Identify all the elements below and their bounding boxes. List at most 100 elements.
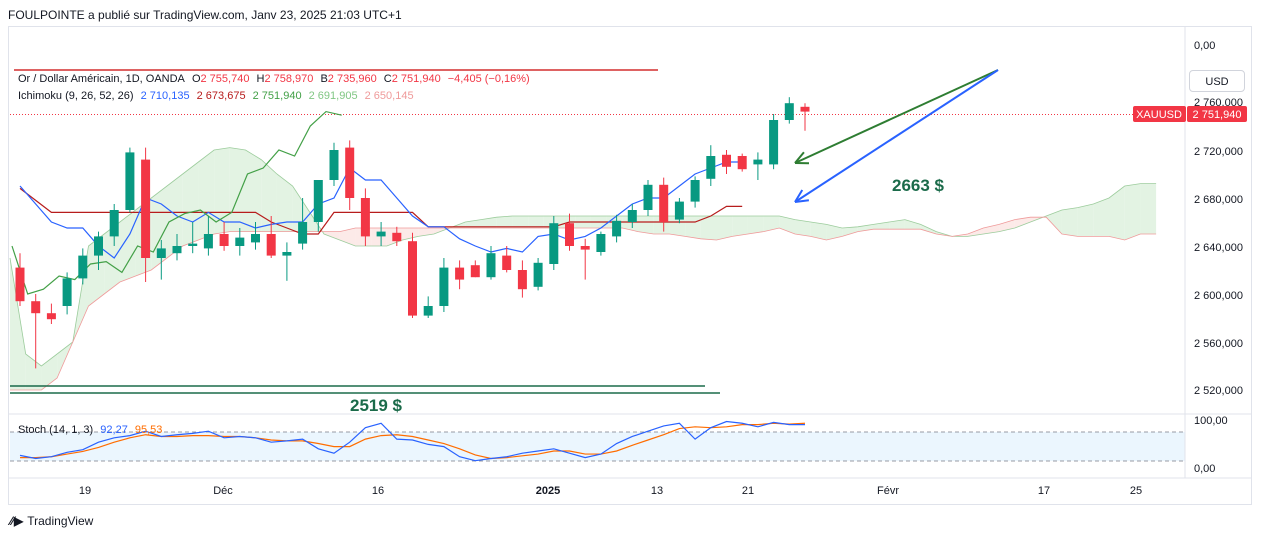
- candle-body: [31, 301, 41, 314]
- currency-button[interactable]: USD: [1189, 70, 1245, 92]
- candle-body: [753, 159, 763, 165]
- time-tick-label: 13: [651, 485, 663, 497]
- cloud-segment: [669, 216, 686, 237]
- legend-stoch: Stoch (14, 1, 3) 92,27 95,53: [18, 424, 166, 436]
- candle-body: [423, 306, 433, 316]
- cloud-segment: [1093, 198, 1109, 237]
- close-label: C: [383, 73, 392, 85]
- low-label: B: [320, 73, 328, 85]
- candle-body: [502, 255, 512, 270]
- candle-body: [94, 236, 103, 256]
- legend-ichimoku: Ichimoku (9, 26, 52, 26) 2 710,135 2 673…: [18, 90, 418, 102]
- candle-body: [659, 184, 669, 222]
- cloud-segment: [261, 159, 277, 232]
- tenkan-line: [19, 161, 743, 259]
- stoch-tick-label: 100,00: [1194, 415, 1228, 427]
- candle-body: [251, 234, 260, 243]
- time-tick-label: 17: [1038, 485, 1050, 497]
- cloud-segment: [810, 222, 827, 240]
- symbol-label[interactable]: Or / Dollar Américain, 1D, OANDA: [18, 73, 185, 85]
- candle-body: [392, 232, 402, 242]
- cloud-segment: [528, 216, 544, 228]
- time-tick-label: 21: [742, 485, 754, 497]
- arrow-blue: [794, 69, 999, 203]
- candle-body: [235, 237, 245, 246]
- price-badge: [1187, 106, 1247, 122]
- candle-body: [470, 265, 480, 278]
- candle-body: [784, 103, 794, 120]
- cloud-segment: [763, 216, 780, 232]
- cloud-segment: [747, 216, 764, 234]
- ichimoku-tenkan-value: 2 710,135: [140, 90, 190, 102]
- tv-logo-icon: ⁄⁄▶: [10, 514, 24, 528]
- cloud-segment: [1124, 183, 1141, 240]
- arrow-green: [794, 69, 999, 164]
- candle-body: [455, 267, 465, 280]
- cloud-segment: [104, 222, 120, 294]
- time-tick-label: 16: [372, 485, 384, 497]
- time-tick-label: 2025: [536, 485, 560, 497]
- low-value: 2 735,960: [327, 73, 377, 85]
- target-price-label: 2663 $: [892, 176, 945, 195]
- time-tick-label: 25: [1130, 485, 1142, 497]
- stoch-label[interactable]: Stoch (14, 1, 3): [18, 424, 94, 436]
- time-tick-label: 19: [79, 485, 91, 497]
- cloud-segment: [732, 216, 748, 237]
- candle-body: [15, 267, 25, 302]
- price-tick-label: 2 520,000: [1194, 385, 1243, 397]
- cloud-segment: [496, 216, 513, 228]
- cloud-segment: [198, 150, 215, 240]
- support-price-label: 2519 $: [350, 396, 403, 415]
- high-value: 2 758,970: [264, 73, 314, 85]
- cloud-segment: [371, 228, 387, 246]
- ichimoku-chikou-value: 2 751,940: [252, 90, 302, 102]
- senkou-b-line: [10, 216, 1157, 391]
- price-tick-label: 2 640,000: [1194, 242, 1243, 254]
- candle-body: [580, 246, 590, 250]
- kijun-line: [19, 187, 743, 235]
- candle-body: [800, 106, 810, 112]
- candle-body: [78, 255, 88, 279]
- stoch-band: [10, 432, 1185, 461]
- candle-body: [643, 184, 653, 210]
- cloud-segment: [842, 226, 858, 237]
- stoch-d-value: 95,53: [134, 424, 163, 436]
- cloud-segment: [182, 162, 199, 246]
- candle-body: [329, 150, 339, 180]
- open-label: O: [191, 73, 201, 85]
- candle-body: [266, 234, 276, 256]
- candle-body: [376, 231, 386, 237]
- price-tick-label: 0,00: [1194, 40, 1215, 52]
- candle-body: [549, 223, 559, 264]
- candle-body: [282, 252, 292, 256]
- cloud-segment: [245, 150, 262, 232]
- candle-body: [674, 201, 684, 220]
- cloud-segment: [119, 210, 136, 282]
- candle-body: [125, 152, 135, 210]
- tradingview-logo: ⁄⁄▶ TradingView: [10, 514, 93, 528]
- cloud-segment: [1140, 183, 1157, 234]
- candle-body: [298, 222, 308, 244]
- price-tick-label: 2 600,000: [1194, 290, 1243, 302]
- stoch-k-line: [19, 420, 805, 462]
- cloud-segment: [276, 174, 293, 232]
- cloud-segment: [339, 228, 356, 246]
- ichimoku-kijun-value: 2 673,675: [196, 90, 246, 102]
- candle-body: [203, 234, 213, 249]
- candle-body: [141, 159, 151, 258]
- cloud-segment: [324, 231, 340, 240]
- cloud-segment: [826, 224, 843, 240]
- ichimoku-label[interactable]: Ichimoku (9, 26, 52, 26): [18, 90, 134, 102]
- cloud-segment: [700, 216, 717, 240]
- candle-body: [408, 241, 417, 316]
- arrow-blue-head: [794, 199, 810, 203]
- candle-body: [769, 120, 779, 165]
- close-value: 2 751,940: [391, 73, 441, 85]
- open-value: 2 755,740: [200, 73, 250, 85]
- cloud-segment: [167, 174, 183, 258]
- cloud-segment: [889, 219, 905, 230]
- high-label: H: [256, 73, 265, 85]
- ichimoku-senkou-b-value: 2 650,145: [364, 90, 414, 102]
- cloud-segment: [638, 216, 654, 234]
